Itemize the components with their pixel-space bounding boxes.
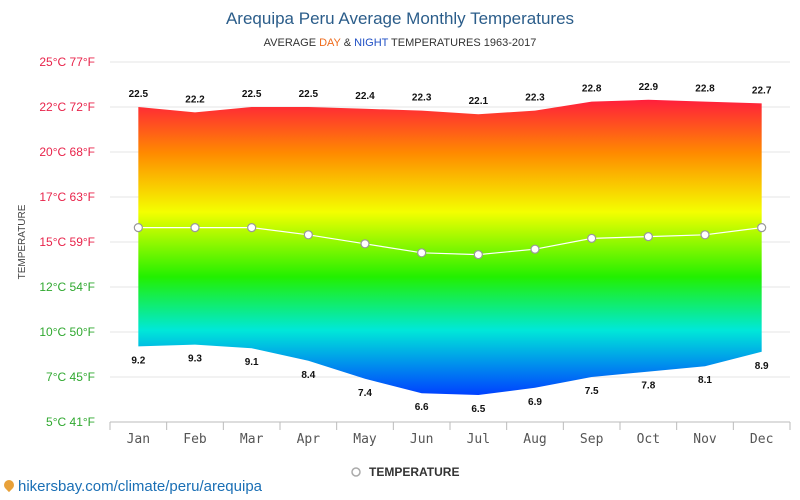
- night-value-label: 6.5: [471, 404, 485, 415]
- night-value-label: 7.5: [585, 386, 599, 397]
- average-point[interactable]: [303, 230, 313, 240]
- night-value-label: 9.3: [188, 354, 202, 365]
- night-value-label: 8.9: [755, 361, 769, 372]
- x-tick-label: Aug: [523, 432, 546, 447]
- temperature-range-area: [138, 99, 762, 396]
- average-point[interactable]: [133, 223, 143, 233]
- x-tick-label: Jul: [467, 432, 490, 447]
- average-point[interactable]: [530, 244, 540, 254]
- y-tick-label: 12°C 54°F: [39, 280, 95, 294]
- y-tick-label: 20°C 68°F: [39, 145, 95, 159]
- day-value-label: 22.9: [639, 82, 659, 93]
- average-line-group: [133, 223, 767, 260]
- day-value-label: 22.5: [129, 89, 149, 100]
- source-link[interactable]: hikersbay.com/climate/peru/arequipa: [1, 477, 263, 495]
- y-tick-label: 10°C 50°F: [39, 325, 95, 339]
- subtitle-suffix: TEMPERATURES 1963-2017: [388, 37, 536, 49]
- y-tick-label: 17°C 63°F: [39, 190, 95, 204]
- x-tick-label: Nov: [693, 432, 717, 447]
- x-axis-ticks: Jan Feb Mar Apr May Jun Jul Aug Sep Oct Nov Dec: [127, 432, 774, 447]
- day-value-label: 22.8: [695, 84, 715, 95]
- legend-marker: [351, 467, 361, 477]
- night-value-label: 9.1: [245, 357, 259, 368]
- night-value-label: 8.4: [301, 370, 315, 381]
- day-value-label: 22.8: [582, 84, 602, 95]
- y-tick-label: 25°C 77°F: [39, 55, 95, 69]
- x-tick-label: Sep: [580, 432, 604, 447]
- day-value-label: 22.4: [355, 91, 375, 102]
- x-tick-label: Mar: [240, 432, 264, 447]
- average-point[interactable]: [700, 230, 710, 240]
- night-value-label: 6.6: [415, 402, 429, 413]
- source-link-text: hikersbay.com/climate/peru/arequipa: [18, 478, 263, 495]
- location-pin-icon: [1, 477, 17, 493]
- average-point[interactable]: [247, 223, 257, 233]
- average-point[interactable]: [417, 248, 427, 258]
- night-value-label: 7.4: [358, 388, 372, 399]
- day-value-label: 22.5: [242, 89, 262, 100]
- chart-title: Arequipa Peru Average Monthly Temperatur…: [226, 9, 574, 28]
- day-value-label: 22.3: [412, 93, 432, 104]
- day-value-label: 22.7: [752, 85, 772, 96]
- day-value-label: 22.5: [299, 89, 319, 100]
- y-tick-label: 22°C 72°F: [39, 100, 95, 114]
- subtitle-amp: &: [341, 37, 354, 49]
- y-tick-label: 5°C 41°F: [46, 415, 95, 429]
- x-tick-label: Jan: [127, 432, 150, 447]
- y-axis-label: TEMPERATURE: [17, 204, 28, 279]
- data-labels: 22.5 22.2 22.5 22.5 22.4 22.3 22.1 22.3 22.8 22.9…: [129, 82, 772, 415]
- average-line: [138, 227, 762, 256]
- subtitle-prefix: AVERAGE: [264, 37, 319, 49]
- average-point[interactable]: [190, 223, 200, 233]
- night-value-label: 8.1: [698, 375, 712, 386]
- average-point[interactable]: [360, 239, 370, 249]
- x-tick-label: Dec: [750, 432, 773, 447]
- x-tick-label: Jun: [410, 432, 433, 447]
- y-tick-label: 7°C 45°F: [46, 370, 95, 384]
- y-tick-label: 15°C 59°F: [39, 235, 95, 249]
- subtitle-day: DAY: [319, 37, 341, 49]
- legend-label: TEMPERATURE: [369, 465, 459, 479]
- night-value-label: 7.8: [641, 381, 655, 392]
- x-tick-label: Oct: [637, 432, 660, 447]
- average-point[interactable]: [473, 250, 483, 260]
- chart-subtitle: AVERAGE DAY & NIGHT TEMPERATURES 1963-20…: [264, 37, 537, 49]
- day-value-label: 22.3: [525, 93, 545, 104]
- y-axis-ticks: 25°C 77°F 22°C 72°F 20°C 68°F 17°C 63°F 15°C…: [39, 55, 95, 429]
- day-value-label: 22.2: [185, 94, 205, 105]
- average-point[interactable]: [757, 223, 767, 233]
- x-tick-label: Feb: [183, 432, 207, 447]
- night-value-label: 6.9: [528, 397, 542, 408]
- temperature-range-area: [138, 99, 762, 396]
- average-point[interactable]: [587, 233, 597, 243]
- x-tick-label: May: [353, 432, 377, 447]
- subtitle-night: NIGHT: [354, 37, 389, 49]
- average-point[interactable]: [643, 232, 653, 242]
- x-tick-label: Apr: [297, 432, 321, 447]
- night-value-label: 9.2: [131, 355, 145, 366]
- legend[interactable]: TEMPERATURE: [351, 465, 459, 479]
- day-value-label: 22.1: [469, 96, 489, 107]
